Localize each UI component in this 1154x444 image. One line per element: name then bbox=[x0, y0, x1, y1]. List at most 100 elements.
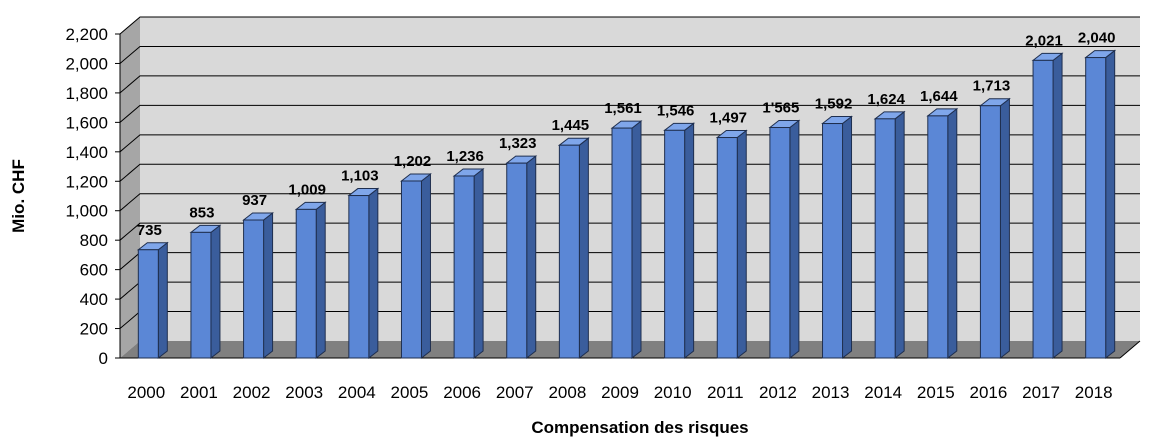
x-tick-label: 2018 bbox=[1075, 383, 1113, 402]
data-label: 735 bbox=[137, 222, 162, 239]
data-labels: 735 853 937 1,009 1,103 1,202 1,236 1,323 1,445 1… bbox=[137, 30, 1116, 239]
gridline bbox=[119, 163, 1140, 182]
bar-side bbox=[894, 110, 905, 360]
bar bbox=[294, 201, 327, 360]
bar-front bbox=[927, 115, 949, 359]
gridline bbox=[119, 134, 1140, 153]
gridline bbox=[119, 193, 1140, 212]
y-tick-label: 200 bbox=[80, 320, 108, 339]
data-label: 1,624 bbox=[867, 91, 905, 108]
data-label: 1'565 bbox=[762, 100, 799, 117]
side-wall bbox=[120, 17, 140, 358]
gridlines bbox=[115, 16, 1141, 359]
bar-side bbox=[263, 211, 274, 360]
bar bbox=[557, 137, 590, 360]
x-axis-ticks: 2000 2001 2002 2003 2004 2005 2006 2007 2008 2009… bbox=[127, 383, 1112, 402]
data-label: 2,021 bbox=[1025, 32, 1063, 49]
x-tick-label: 2012 bbox=[759, 383, 797, 402]
bar-front bbox=[453, 175, 475, 359]
data-label: 2,040 bbox=[1078, 30, 1116, 47]
bar bbox=[400, 172, 432, 360]
bar-side bbox=[789, 119, 800, 360]
bar bbox=[347, 187, 380, 360]
bar-front bbox=[664, 129, 686, 359]
y-tick-label: 800 bbox=[80, 231, 108, 250]
y-tick-label: 1,000 bbox=[65, 202, 108, 221]
y-axis-ticks: 0 200 400 600 800 1,000 1,200 1,400 1,600 1,800 2,… bbox=[65, 25, 108, 368]
bar-front bbox=[243, 219, 265, 359]
x-tick-label: 2006 bbox=[443, 383, 481, 402]
data-label: 1,236 bbox=[446, 148, 484, 165]
x-tick-label: 2005 bbox=[391, 383, 429, 402]
bar bbox=[452, 167, 485, 360]
x-tick-label: 2002 bbox=[233, 383, 271, 402]
x-tick-label: 2001 bbox=[180, 383, 218, 402]
bar-side bbox=[420, 172, 431, 360]
bar-side bbox=[157, 241, 168, 360]
data-label: 1,009 bbox=[288, 181, 326, 198]
gridline bbox=[119, 45, 1140, 64]
data-label: 1,644 bbox=[920, 88, 958, 105]
bar bbox=[821, 115, 853, 360]
bar-side bbox=[473, 167, 484, 360]
bar bbox=[768, 119, 801, 360]
bar-side bbox=[736, 129, 747, 360]
y-tick-label: 1,200 bbox=[65, 172, 108, 191]
x-axis-title: Compensation des risques bbox=[531, 418, 748, 437]
x-tick-label: 2014 bbox=[864, 383, 902, 402]
bar-side bbox=[210, 224, 221, 360]
bar bbox=[978, 97, 1011, 360]
y-axis-title: Mio. CHF bbox=[9, 159, 28, 233]
data-label: 1,202 bbox=[394, 153, 432, 170]
bar-side bbox=[315, 201, 326, 360]
x-tick-label: 2004 bbox=[338, 383, 376, 402]
bar-front bbox=[137, 249, 159, 359]
bar-front bbox=[400, 180, 422, 359]
data-label: 1,103 bbox=[341, 168, 379, 185]
bar-side bbox=[368, 187, 379, 360]
bar-front bbox=[506, 162, 528, 359]
bar-side bbox=[1105, 49, 1116, 360]
bar bbox=[715, 129, 748, 360]
data-label: 1,561 bbox=[604, 100, 642, 117]
bar-front bbox=[611, 127, 633, 359]
x-tick-label: 2010 bbox=[654, 383, 692, 402]
bar-side bbox=[999, 97, 1010, 360]
y-tick-label: 0 bbox=[99, 349, 108, 368]
x-tick-label: 2008 bbox=[548, 383, 586, 402]
bar-side bbox=[578, 137, 589, 360]
data-label: 853 bbox=[189, 204, 214, 221]
x-tick-label: 2013 bbox=[812, 383, 850, 402]
x-tick-label: 2000 bbox=[127, 383, 165, 402]
bar-front bbox=[1032, 59, 1054, 359]
bar-front bbox=[874, 118, 896, 359]
data-label: 1,713 bbox=[973, 78, 1011, 95]
y-tick-label: 1,400 bbox=[65, 143, 108, 162]
bar bbox=[189, 224, 222, 360]
data-label: 1,592 bbox=[815, 96, 853, 113]
x-tick-label: 2011 bbox=[707, 383, 744, 402]
bar bbox=[1031, 52, 1064, 360]
data-label: 1,546 bbox=[657, 102, 695, 119]
bar-side bbox=[947, 107, 958, 360]
bar-side bbox=[684, 122, 695, 360]
bar-front bbox=[822, 123, 844, 359]
floor-edge bbox=[1119, 340, 1141, 359]
gridline bbox=[119, 75, 1140, 94]
bar-side bbox=[1052, 52, 1063, 360]
y-tick-label: 1,800 bbox=[65, 84, 108, 103]
bar bbox=[242, 211, 275, 360]
y-tick-label: 400 bbox=[80, 290, 108, 309]
bar-front bbox=[979, 105, 1001, 359]
x-tick-label: 2016 bbox=[970, 383, 1008, 402]
gridline bbox=[119, 104, 1140, 123]
bar-side bbox=[631, 120, 642, 360]
bar-front bbox=[769, 127, 791, 359]
y-tick-label: 1,600 bbox=[65, 113, 108, 132]
bars bbox=[136, 49, 1117, 360]
gridline bbox=[119, 16, 1140, 35]
bar-front bbox=[190, 231, 212, 359]
x-tick-label: 2017 bbox=[1022, 383, 1060, 402]
bar-side bbox=[526, 155, 537, 360]
